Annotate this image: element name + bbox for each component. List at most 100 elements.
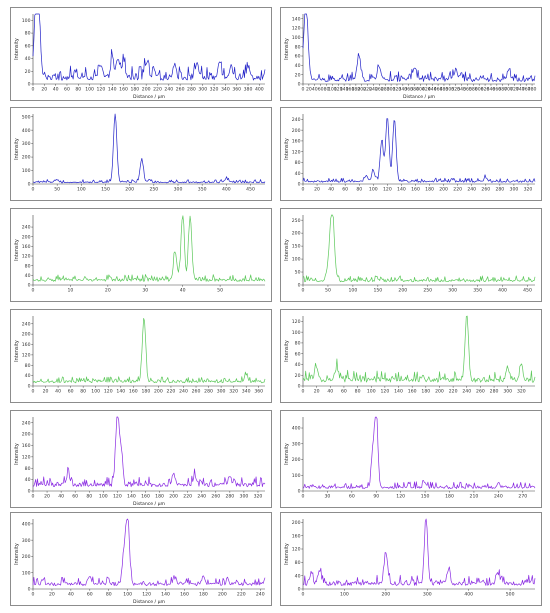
x-tick-label: 460 <box>434 87 443 93</box>
x-tick-label: 40 <box>312 87 318 93</box>
chart-panel-7: 0 20 40 60 80 100 120 140 160 180 200 220 240 260 280 3… <box>10 309 272 403</box>
y-tick-label: 100 <box>22 18 31 24</box>
intensity-profile-line <box>302 315 536 383</box>
x-tick-label: 150 <box>373 288 382 294</box>
chart-panel-8: 0 20 40 60 80 100 120 140 160 180 200 220 240 260 280 3… <box>280 309 542 403</box>
x-tick-label: 120 <box>97 87 106 93</box>
x-tick-label: 220 <box>237 592 246 598</box>
x-tick-label: 180 <box>141 389 150 395</box>
x-tick-label: 40 <box>180 288 186 294</box>
y-axis-label: Intensity <box>284 239 290 261</box>
x-tick-label: 20 <box>49 592 55 598</box>
x-tick-label: 0 <box>302 87 305 93</box>
x-tick-label: 160 <box>141 494 150 500</box>
chart-4-svg: 0 20 40 60 80 100 120 140 160 180 200 220 240 260 280 3… <box>284 114 536 193</box>
chart-panel-3: 0 50 100 150 200 250 300 350 400 450 0 100 200 300 400… <box>10 107 272 201</box>
x-tick-label: 200 <box>381 592 390 598</box>
y-tick-label: 500 <box>22 114 31 120</box>
x-tick-label: 20 <box>41 87 47 93</box>
y-tick-label: 120 <box>292 26 301 32</box>
x-tick-label: 760 <box>522 87 531 93</box>
x-tick-label: 0 <box>32 592 35 598</box>
y-tick-label: 100 <box>292 257 301 263</box>
intensity-profile-line <box>32 518 266 587</box>
chart-9-svg: 0 20 40 60 80 100 120 140 160 180 200 220 240 260 280 3… <box>14 416 266 507</box>
y-tick-label: 80 <box>295 560 301 566</box>
x-tick-label: 340 <box>398 87 407 93</box>
x-tick-label: 0 <box>302 494 305 500</box>
x-tick-label: 180 <box>445 494 454 500</box>
x-tick-label: 200 <box>357 87 366 93</box>
x-tick-label: 180 <box>425 187 434 193</box>
y-tick-label: 20 <box>295 72 301 78</box>
y-tick-label: 160 <box>292 533 301 539</box>
x-tick-label: 140 <box>116 389 125 395</box>
y-axis-label: Intensity <box>14 543 20 565</box>
x-tick-label: 320 <box>254 494 263 500</box>
y-tick-label: 200 <box>22 432 31 438</box>
x-tick-label: 100 <box>340 592 349 598</box>
intensity-profile-line <box>32 113 266 184</box>
x-tick-label: 200 <box>154 389 163 395</box>
y-tick-label: 0 <box>298 587 301 593</box>
y-axis-label: Intensity <box>284 340 290 362</box>
y-tick-label: 0 <box>28 384 31 390</box>
chart-5-svg: 0 10 20 30 40 50 0 40 80 120 160 200 240 Intensity <box>14 215 266 294</box>
chart-panel-5: 0 10 20 30 40 50 0 40 80 120 160 200 240 Intensity <box>10 208 272 302</box>
x-tick-label: 60 <box>64 87 70 93</box>
y-tick-label: 0 <box>298 283 301 289</box>
x-tick-label: 540 <box>457 87 466 93</box>
y-axis-label: Intensity <box>284 38 290 60</box>
axes <box>32 316 265 387</box>
y-tick-label: 200 <box>292 520 301 526</box>
x-tick-label: 520 <box>451 87 460 93</box>
x-tick-label: 150 <box>421 494 430 500</box>
y-tick-label: 40 <box>295 171 301 177</box>
x-tick-label: 600 <box>475 87 484 93</box>
y-tick-label: 100 <box>22 570 31 576</box>
x-tick-label: 100 <box>369 187 378 193</box>
x-tick-label: 260 <box>211 494 220 500</box>
y-tick-label: 0 <box>28 587 31 593</box>
y-tick-label: 240 <box>22 321 31 327</box>
chart-6-svg: 0 50 100 150 200 250 300 350 400 450 0 50 100 150 200 2… <box>284 214 536 294</box>
x-tick-label: 240 <box>494 494 503 500</box>
x-tick-label: 420 <box>422 87 431 93</box>
x-tick-label: 140 <box>108 87 117 93</box>
x-tick-label: 40 <box>328 187 334 193</box>
intensity-profile-line <box>302 13 536 83</box>
x-tick-label: 260 <box>481 187 490 193</box>
x-tick-label: 160 <box>411 187 420 193</box>
x-tick-label: 200 <box>142 87 151 93</box>
chart-7-svg: 0 20 40 60 80 100 120 140 160 180 200 220 240 260 280 3… <box>14 316 266 395</box>
x-tick-label: 450 <box>246 187 255 193</box>
x-tick-label: 270 <box>518 494 527 500</box>
intensity-profile-line <box>32 416 266 488</box>
y-tick-label: 80 <box>295 160 301 166</box>
y-tick-label: 300 <box>22 538 31 544</box>
intensity-profile-line <box>32 13 266 81</box>
x-tick-label: 180 <box>155 494 164 500</box>
x-tick-label: 300 <box>423 592 432 598</box>
y-axis-label: Intensity <box>14 340 20 362</box>
y-tick-label: 200 <box>292 128 301 134</box>
y-tick-label: 200 <box>22 332 31 338</box>
x-tick-label: 120 <box>113 494 122 500</box>
y-tick-label: 40 <box>295 63 301 69</box>
x-tick-label: 380 <box>244 87 253 93</box>
y-tick-label: 100 <box>292 330 301 336</box>
x-tick-label: 220 <box>449 389 458 395</box>
x-tick-label: 640 <box>487 87 496 93</box>
chart-panel-10: 0 30 60 90 120 150 180 210 240 270 0 100 200 300 400 In… <box>280 410 542 508</box>
y-tick-label: 0 <box>298 489 301 495</box>
y-tick-label: 240 <box>22 420 31 426</box>
x-tick-label: 300 <box>510 187 519 193</box>
x-tick-label: 400 <box>222 187 231 193</box>
y-tick-label: 0 <box>28 489 31 495</box>
x-tick-label: 0 <box>32 288 35 294</box>
y-tick-label: 200 <box>22 234 31 240</box>
x-tick-label: 180 <box>421 389 430 395</box>
x-tick-label: 100 <box>328 87 337 93</box>
x-tick-label: 0 <box>32 187 35 193</box>
y-axis-label: Intensity <box>284 443 290 465</box>
